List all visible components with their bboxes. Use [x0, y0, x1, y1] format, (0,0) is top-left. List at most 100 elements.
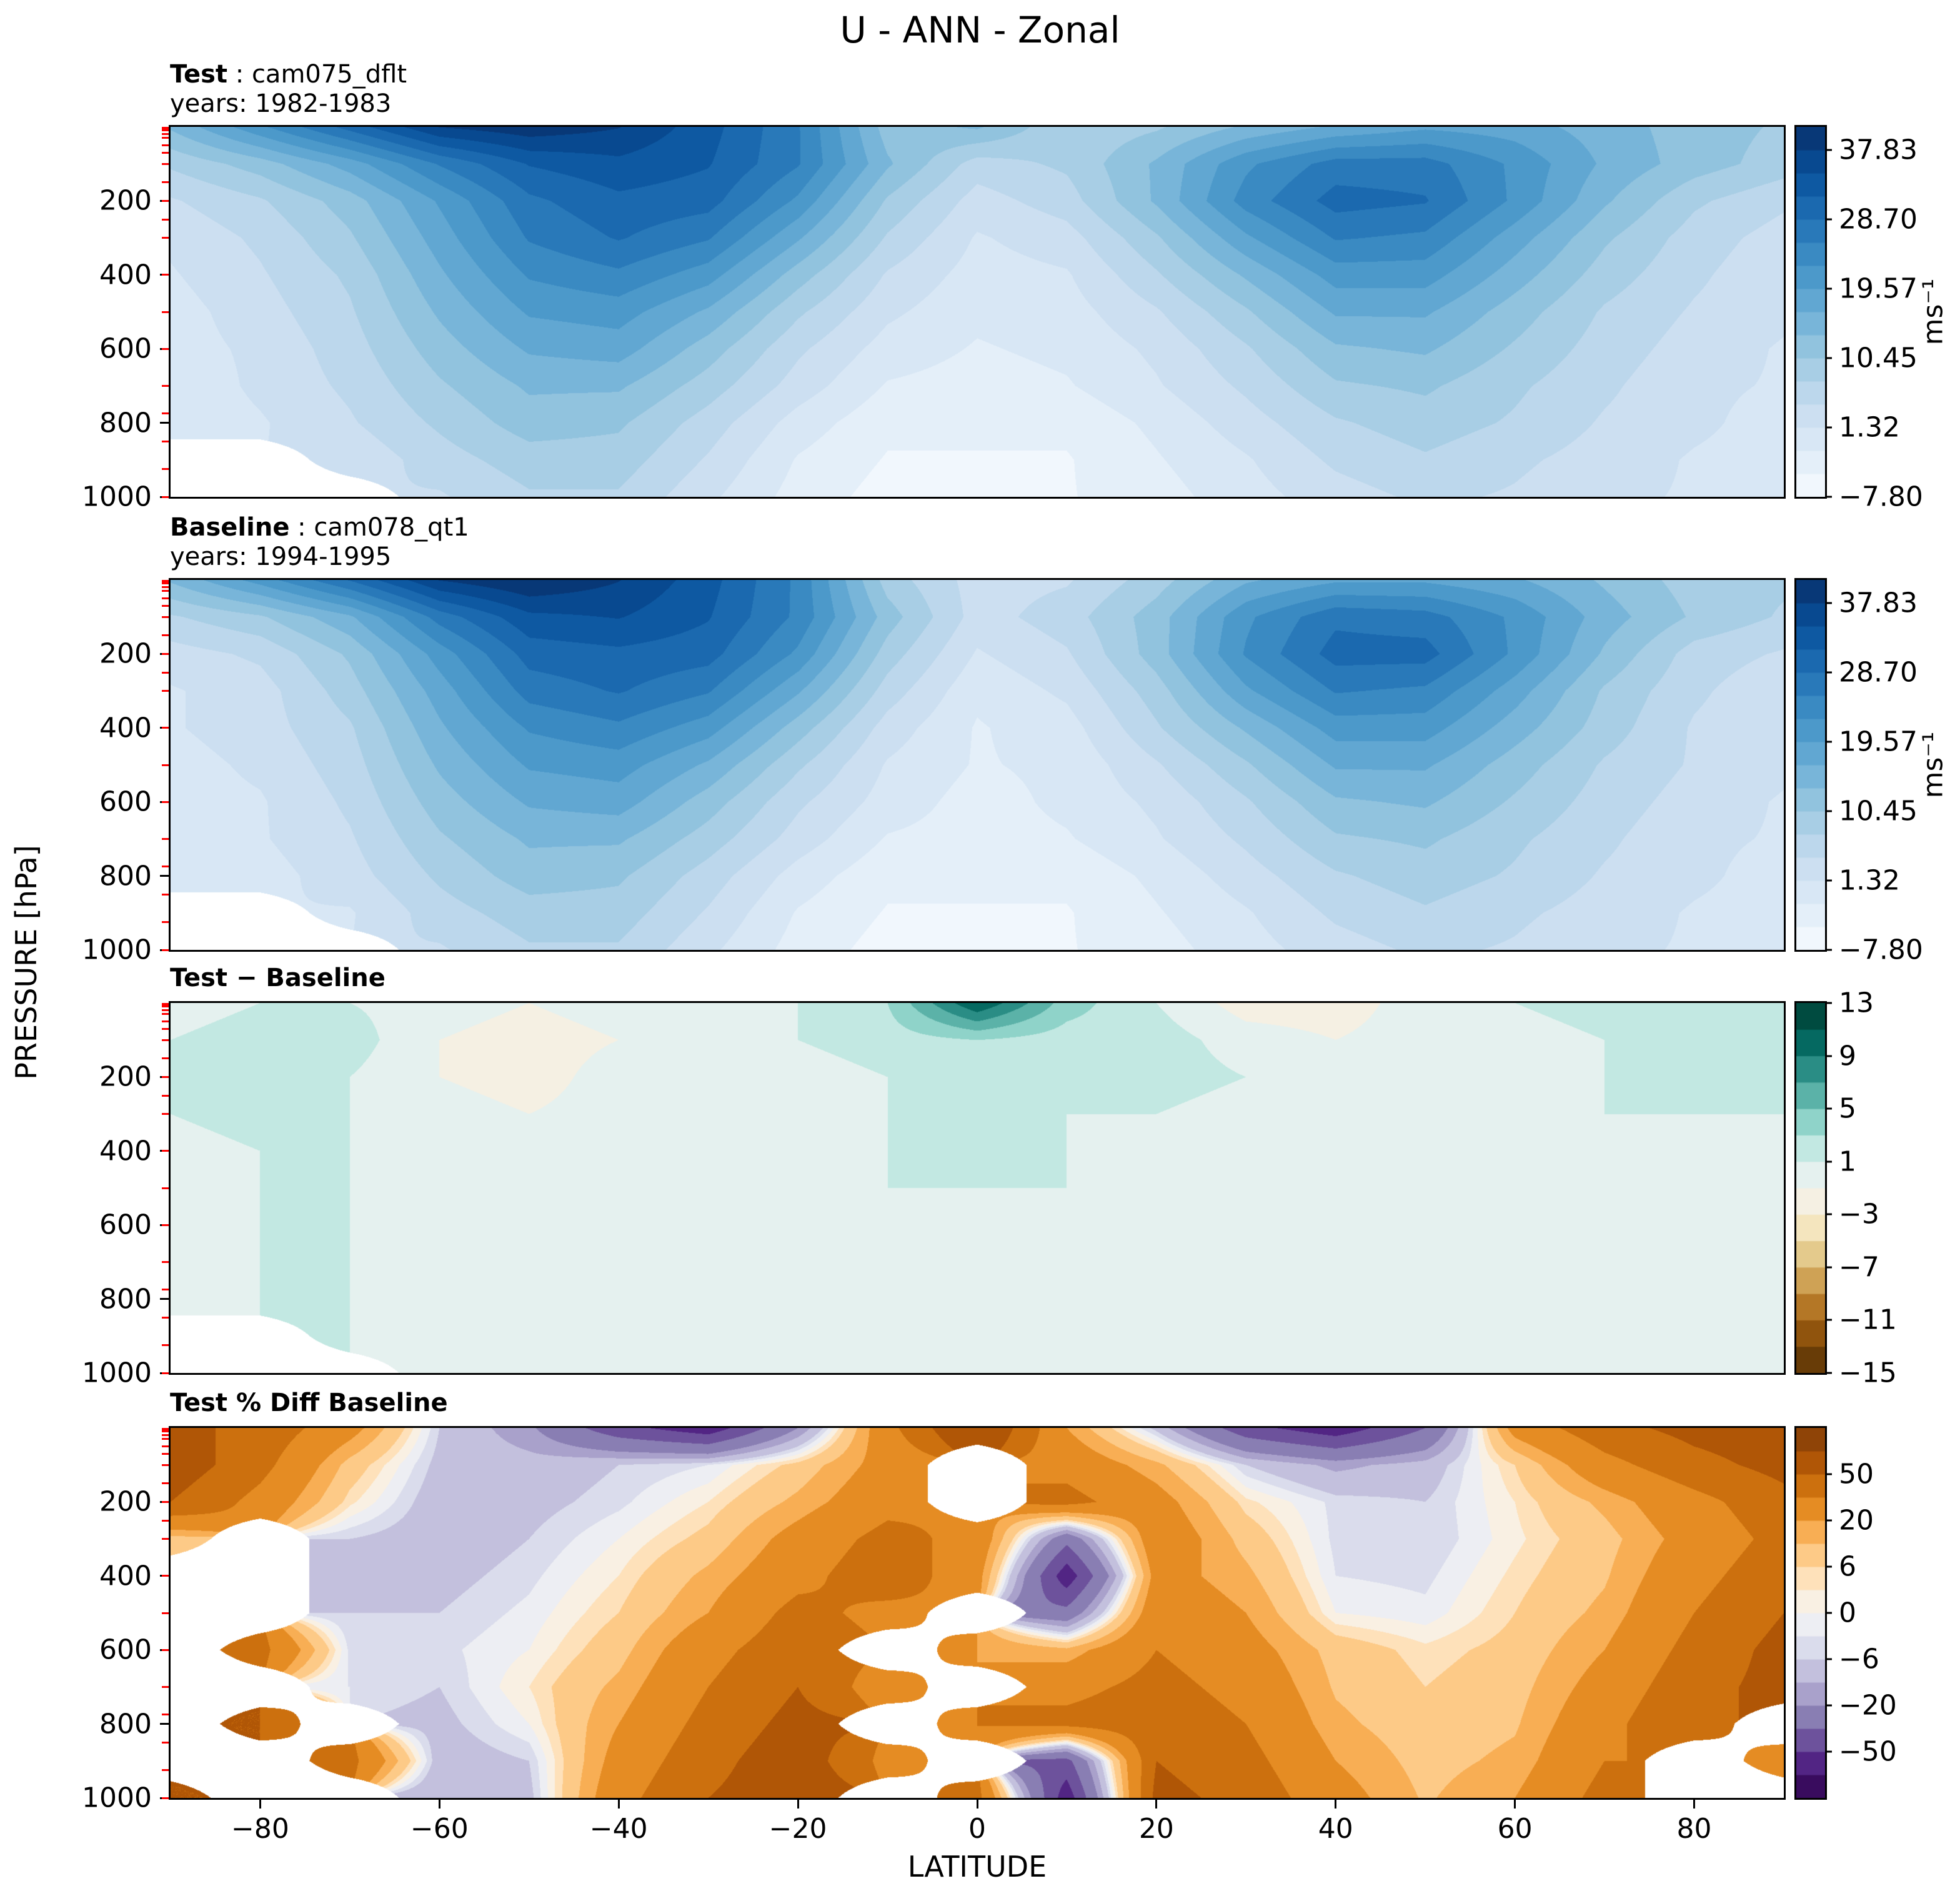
model-level-tick [162, 1429, 169, 1432]
colorbar-diff: 13 9 5 1 −3 −7 −11 −15 [1794, 987, 1897, 1389]
panel-header-test-line1: Test : cam075_dflt [170, 60, 407, 89]
colorbar-tick-label: 10.45 [1839, 795, 1918, 827]
plot-diff: 200 400 600 800 1000 [82, 1001, 1786, 1389]
colorbar-tick-mark [1825, 602, 1832, 604]
colorbar-tick-mark [1825, 218, 1832, 221]
colorbar-tick-label: −6 [1839, 1643, 1879, 1675]
y-tick-label: 400 [99, 1135, 152, 1167]
model-level-tick [162, 1452, 169, 1455]
colorbar-tick-label: 20 [1839, 1504, 1874, 1537]
colorbar-tick-label: −7.80 [1839, 934, 1923, 966]
panel-header-diff-name: Test − Baseline [170, 964, 386, 992]
model-level-tick [162, 1187, 169, 1189]
model-level-tick [162, 1372, 169, 1374]
colorbar-tick-mark [1825, 741, 1832, 743]
x-tick-mark [976, 1800, 978, 1809]
colorbar-canvas-pctdiff [1796, 1428, 1825, 1798]
y-tick-label: 800 [99, 860, 152, 892]
panel-header-diff: Test − Baseline [170, 964, 386, 993]
model-level-tick [162, 582, 169, 585]
y-tick-label: 200 [99, 637, 152, 670]
model-level-tick [162, 162, 169, 165]
colorbar-canvas-diff [1796, 1003, 1825, 1373]
colorbar-tick-mark [1825, 1750, 1832, 1753]
panel-header-test-name: Test [170, 60, 228, 89]
model-level-tick [162, 1316, 169, 1319]
y-tick-label: 1000 [82, 1357, 152, 1389]
x-tick-label: 40 [1318, 1813, 1353, 1845]
field-canvas-test [171, 127, 1784, 497]
panel-header-pctdiff-name: Test % Diff Baseline [170, 1389, 448, 1417]
colorbar-tick-mark [1825, 1213, 1832, 1215]
model-level-tick [162, 801, 169, 803]
model-level-tick [162, 597, 169, 600]
y-tick-label: 800 [99, 407, 152, 439]
field-canvas-diff [171, 1003, 1784, 1373]
model-level-tick [162, 181, 169, 184]
colorbar-tick-label: 28.70 [1839, 656, 1918, 689]
y-tick-label: 1000 [82, 1782, 152, 1814]
x-tick-label: 0 [968, 1813, 986, 1845]
model-level-tick [162, 1685, 169, 1688]
colorbar-tick-mark [1825, 1565, 1832, 1568]
model-level-tick [162, 128, 169, 131]
x-tick-label: 80 [1676, 1813, 1712, 1845]
x-tick-label: −80 [231, 1813, 289, 1845]
model-level-tick [162, 1434, 169, 1437]
model-level-tick [162, 1519, 169, 1522]
panel-header-baseline-years: years: 1994-1995 [170, 542, 392, 571]
model-level-tick [162, 1224, 169, 1226]
colorbar-tick-label: −3 [1839, 1198, 1879, 1230]
model-level-tick [162, 616, 169, 618]
panel-header-test: Test : cam075_dflt years: 1982-1983 [170, 60, 407, 119]
model-level-tick [162, 652, 169, 655]
x-tick-mark [1514, 1800, 1516, 1809]
colorbar-tick-mark [1825, 149, 1832, 151]
y-tick-label: 600 [99, 1209, 152, 1241]
model-level-tick [162, 837, 169, 840]
model-level-tick [162, 274, 169, 276]
plot-test: 200 400 600 800 1000 [82, 125, 1786, 513]
model-level-tick [162, 1013, 169, 1015]
model-level-tick [162, 1260, 169, 1263]
y-tick-mark [160, 422, 169, 424]
model-level-tick [162, 1575, 169, 1577]
model-level-tick [162, 1344, 169, 1347]
figure-title: U - ANN - Zonal [840, 9, 1120, 51]
panel-header-pctdiff-line1: Test % Diff Baseline [170, 1389, 448, 1418]
model-level-tick [162, 1445, 169, 1448]
model-level-tick [162, 1500, 169, 1503]
model-level-tick [162, 764, 169, 766]
model-level-tick [162, 311, 169, 313]
model-level-tick [162, 199, 169, 202]
colorbar-tick-mark [1825, 1319, 1832, 1321]
colorbar-tick-mark [1825, 1704, 1832, 1707]
model-level-tick [162, 137, 169, 139]
model-level-tick [162, 144, 169, 147]
colorbar-tick-mark [1825, 671, 1832, 674]
model-level-tick [162, 1797, 169, 1799]
model-level-tick [162, 949, 169, 951]
plot-pctdiff: 200 400 600 800 1000 −80 −60 −40 −20 0 20 40 60 80 [82, 1426, 1786, 1845]
colorbar-tick-label: 19.57 [1839, 726, 1918, 758]
panel-header-test-run: : cam075_dflt [227, 60, 407, 89]
panel-header-pctdiff: Test % Diff Baseline [170, 1389, 448, 1418]
model-level-tick [162, 586, 169, 589]
field-canvas-pctdiff [171, 1428, 1784, 1798]
plot-baseline: 200 400 600 800 1000 [82, 578, 1786, 966]
model-level-tick [162, 1769, 169, 1772]
colorbar-baseline: 37.83 28.70 19.57 10.45 1.32 −7.80 [1794, 578, 1923, 966]
model-level-tick [162, 921, 169, 924]
model-level-tick [162, 1150, 169, 1152]
x-tick-mark [1335, 1800, 1337, 1809]
model-level-tick [162, 1004, 169, 1007]
model-level-tick [162, 1039, 169, 1041]
colorbar-tick-label: 13 [1839, 987, 1874, 1019]
colorbar-tick-label: 37.83 [1839, 134, 1918, 166]
model-level-tick [162, 1538, 169, 1540]
model-level-tick [162, 1464, 169, 1466]
x-tick-mark [259, 1800, 261, 1809]
model-level-tick [162, 133, 169, 136]
colorbar-test: 37.83 28.70 19.57 10.45 1.32 −7.80 [1794, 125, 1923, 513]
